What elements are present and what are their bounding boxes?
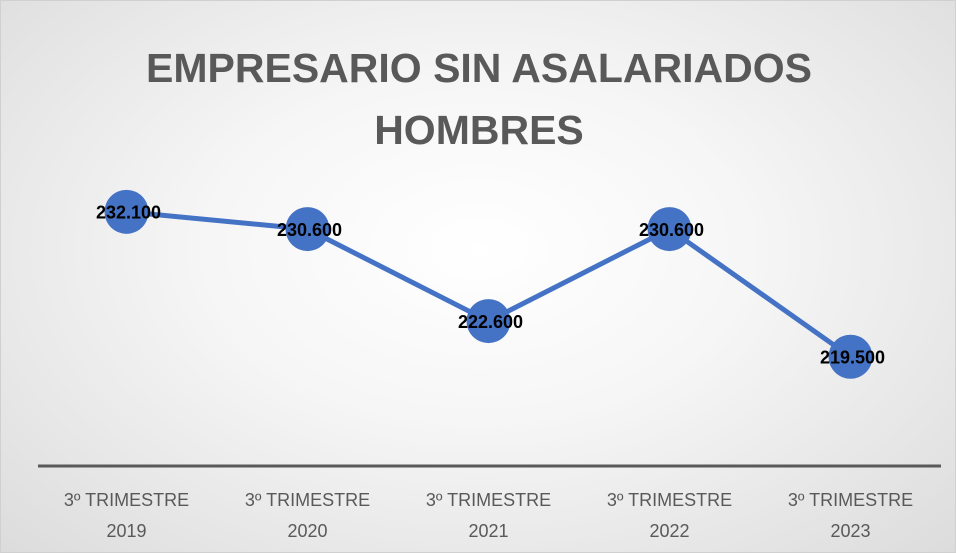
x-tick-label: 3º TRIMESTRE 2020 <box>244 490 371 541</box>
marker <box>104 189 149 234</box>
marker <box>828 334 873 379</box>
data-label: 219.500 <box>820 348 885 368</box>
data-label: 232.100 <box>96 203 161 223</box>
x-tick-label: 3º TRIMESTRE 2022 <box>606 490 733 541</box>
x-tick-label: 3º TRIMESTRE 2023 <box>787 490 914 541</box>
data-label: 222.600 <box>458 312 523 332</box>
marker <box>466 299 511 344</box>
marker <box>647 207 692 252</box>
data-label: 230.600 <box>639 220 704 240</box>
data-label: 230.600 <box>277 220 342 240</box>
marker <box>285 207 330 252</box>
x-tick-label: 3º TRIMESTRE 2021 <box>425 490 552 541</box>
x-tick-label: 3º TRIMESTRE 2019 <box>63 490 190 541</box>
chart-title: EMPRESARIO SIN ASALARIADOS HOMBRES <box>146 45 812 153</box>
